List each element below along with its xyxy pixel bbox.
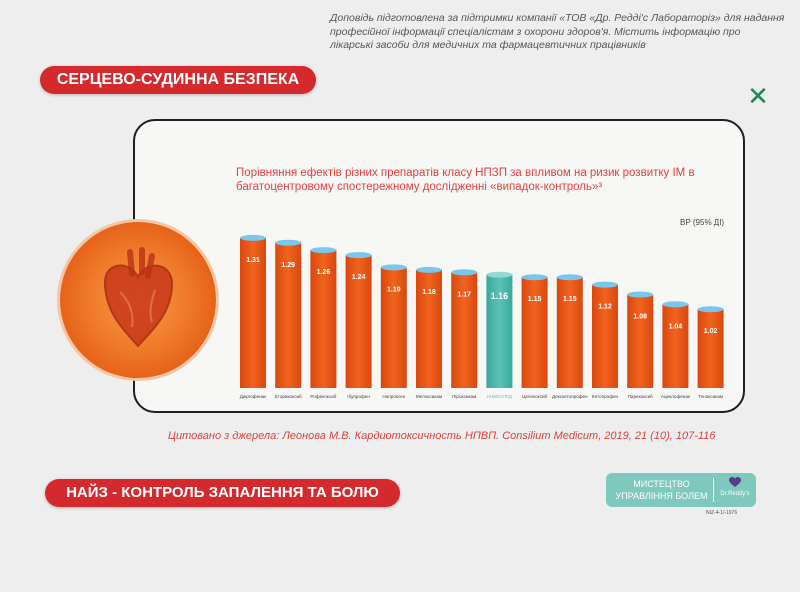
- bar-cap: [345, 252, 372, 259]
- disclaimer-text: Доповідь підготовлена за підтримки компа…: [330, 12, 785, 51]
- bar-cap: [380, 264, 407, 271]
- bar-cap: [521, 274, 548, 281]
- category-label: НІМЕСУЛІД: [487, 394, 513, 399]
- data-label: 1.29: [281, 262, 295, 269]
- bar: [240, 237, 266, 388]
- category-label: Еторикоксиб: [275, 394, 302, 399]
- bar-cap: [592, 281, 618, 288]
- document-code: NIZ-4-1/-1976: [706, 510, 738, 516]
- bar-cap: [556, 274, 583, 281]
- bar-cap: [240, 234, 266, 241]
- bar-cap: [697, 306, 724, 313]
- data-label: 1.02: [704, 328, 718, 335]
- data-label: 1.16: [491, 291, 509, 301]
- heart-illustration: [60, 222, 216, 378]
- bar-cap: [416, 266, 442, 273]
- bar-cap: [627, 291, 654, 298]
- heart-icon: [103, 247, 174, 348]
- category-label: Напроксен: [382, 394, 405, 399]
- category-label: Піроксикам: [452, 394, 476, 399]
- citation-text: Цитовано з джерела: Леонова М.В. Кардиот…: [168, 430, 716, 442]
- bar-cap: [662, 301, 689, 308]
- bar-cap: [275, 239, 302, 246]
- data-label: 1.19: [387, 286, 401, 293]
- bar: [451, 272, 478, 388]
- bar: [521, 277, 548, 388]
- logo-badge: МИСТЕЦТВО УПРАВЛІННЯ БОЛЕМ Dr.Reddy's: [606, 473, 756, 507]
- data-label: 1.08: [633, 313, 647, 320]
- data-label: 1.26: [317, 269, 331, 276]
- data-label: 1.17: [457, 291, 471, 298]
- bar: [275, 242, 302, 388]
- bar: [416, 269, 442, 388]
- category-label: Мелоксикам: [416, 394, 442, 399]
- bar-cap: [486, 271, 513, 278]
- bar: [627, 294, 654, 388]
- chart-title: Порівняння ефектів різних препаратів кла…: [236, 167, 695, 193]
- section-title: СЕРЦЕВО-СУДИННА БЕЗПЕКА: [40, 66, 316, 94]
- logo-divider: [713, 478, 714, 502]
- data-label: 1.24: [352, 274, 366, 281]
- brand-name: Dr.Reddy's: [720, 491, 750, 497]
- category-label: Ацеклофенак: [661, 394, 691, 399]
- bar: [380, 267, 407, 388]
- bar: [592, 284, 618, 388]
- bar: [345, 255, 372, 388]
- bar-cap: [310, 247, 337, 254]
- category-label: Ібупрофен: [347, 394, 370, 399]
- category-label: Кетопрофен: [592, 394, 619, 399]
- category-label: Диклофенак: [240, 394, 267, 399]
- bar: [486, 274, 513, 388]
- data-label: 1.15: [563, 296, 577, 303]
- bar: [662, 304, 689, 388]
- category-label: Рофекоксиб: [310, 394, 336, 399]
- data-label: 1.15: [528, 296, 542, 303]
- category-label: Теноксикам: [698, 394, 723, 399]
- bar: [556, 277, 583, 388]
- bar: [310, 250, 337, 388]
- bar: [697, 309, 724, 388]
- y-axis-label: ВР (95% ДІ): [680, 218, 725, 227]
- data-label: 1.31: [246, 257, 260, 264]
- bar-cap: [451, 269, 478, 276]
- close-icon[interactable]: ✕: [747, 81, 769, 111]
- heart-logo-icon: [729, 477, 741, 487]
- category-label: Целекоксиб: [522, 394, 548, 399]
- bar-chart: 1.31 Диклофенак 1.29 Еторикоксиб 1.26 Рофекок…: [240, 234, 724, 399]
- category-label: Декскетопрофен: [552, 394, 588, 399]
- category-label: Парекоксиб: [628, 394, 654, 399]
- data-label: 1.04: [669, 323, 683, 330]
- logo-line1: МИСТЕЦТВО: [633, 479, 690, 489]
- logo-text: МИСТЕЦТВО УПРАВЛІННЯ БОЛЕМ: [614, 478, 709, 502]
- data-label: 1.12: [598, 304, 612, 311]
- bottom-title: НАЙЗ - КОНТРОЛЬ ЗАПАЛЕННЯ ТА БОЛЮ: [45, 479, 400, 507]
- logo-line2: УПРАВЛІННЯ БОЛЕМ: [615, 491, 708, 501]
- data-label: 1.18: [422, 289, 436, 296]
